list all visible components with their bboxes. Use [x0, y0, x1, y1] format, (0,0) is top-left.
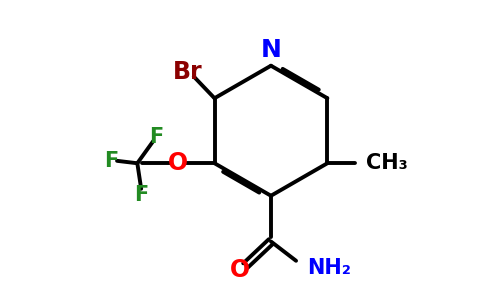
Text: CH₃: CH₃ [366, 153, 408, 173]
Text: O: O [168, 151, 188, 175]
Text: F: F [134, 184, 148, 205]
Text: Br: Br [173, 60, 203, 84]
Text: O: O [229, 258, 250, 282]
Text: F: F [104, 151, 118, 171]
Text: N: N [260, 38, 281, 62]
Text: F: F [150, 127, 164, 147]
Text: NH₂: NH₂ [307, 258, 351, 278]
